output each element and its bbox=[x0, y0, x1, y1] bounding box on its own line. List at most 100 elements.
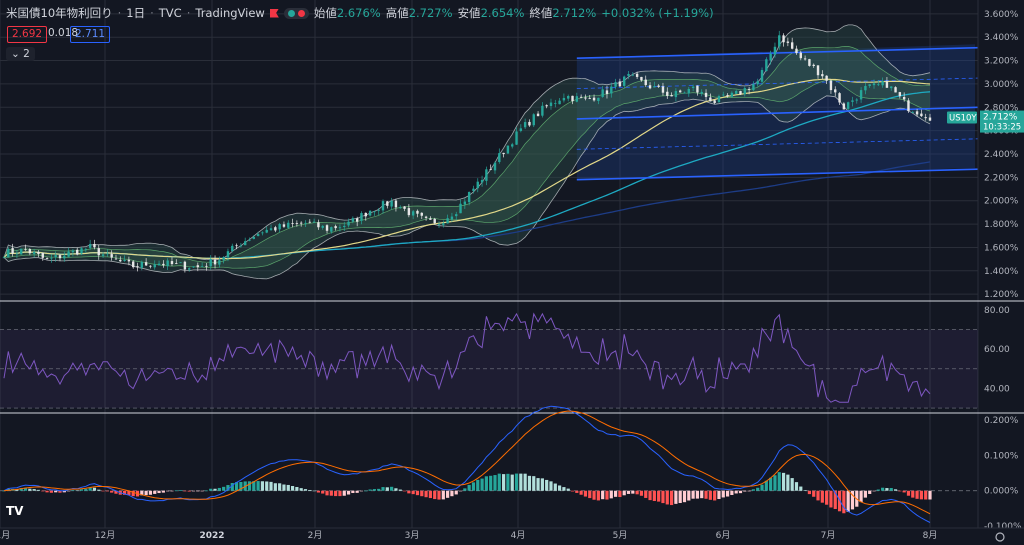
macd-bar bbox=[928, 490, 932, 500]
candle bbox=[2, 255, 6, 259]
candle bbox=[235, 243, 238, 250]
ask-price[interactable]: 2.711 bbox=[70, 26, 111, 43]
candle bbox=[536, 111, 540, 117]
candle bbox=[373, 211, 376, 216]
price-tick-label: 2.400% bbox=[984, 150, 1019, 160]
candle bbox=[24, 244, 27, 251]
macd-bar bbox=[209, 488, 213, 491]
candle bbox=[838, 92, 841, 105]
macd-bar bbox=[446, 490, 450, 498]
macd-bar bbox=[295, 487, 299, 491]
price-tag-countdown: 10:33:25 bbox=[983, 123, 1021, 133]
macd-bar bbox=[390, 486, 394, 491]
candle bbox=[58, 253, 62, 262]
macd-bar bbox=[588, 490, 592, 499]
candle bbox=[902, 92, 906, 102]
macd-bar bbox=[433, 490, 437, 500]
macd-bar bbox=[562, 487, 566, 491]
platform-label: TradingView bbox=[195, 6, 265, 20]
candle bbox=[709, 93, 712, 102]
candle bbox=[657, 84, 660, 88]
price-grid bbox=[0, 0, 978, 528]
candle bbox=[752, 81, 755, 91]
rsi-tick-label: 80.00 bbox=[984, 306, 1010, 316]
macd-bar bbox=[678, 490, 682, 504]
candle bbox=[855, 98, 858, 104]
macd-bar bbox=[97, 489, 101, 491]
macd-bar bbox=[273, 483, 277, 491]
macd-bar bbox=[583, 490, 588, 497]
macd-bar bbox=[902, 490, 906, 493]
candle bbox=[76, 247, 79, 256]
time-tick-label: 8月 bbox=[923, 530, 938, 541]
macd-bar bbox=[110, 490, 114, 493]
macd-bar bbox=[217, 487, 221, 491]
macd-bar bbox=[803, 490, 807, 491]
ohlc-high: 高値2.727% bbox=[385, 6, 453, 20]
macd-bar bbox=[308, 489, 312, 491]
candle bbox=[635, 71, 639, 79]
interval-label[interactable]: 1日 bbox=[126, 6, 146, 20]
candle bbox=[601, 86, 604, 98]
macd-bar bbox=[411, 490, 415, 495]
macd-bar bbox=[734, 490, 738, 494]
candle bbox=[140, 260, 144, 271]
candles bbox=[2, 30, 932, 273]
candle bbox=[885, 76, 889, 88]
candle bbox=[179, 262, 182, 264]
candle bbox=[334, 224, 337, 231]
candle bbox=[110, 250, 113, 261]
macd-bar bbox=[618, 490, 622, 498]
macd-tick-label: 0.100% bbox=[984, 451, 1019, 461]
candle bbox=[575, 92, 579, 103]
macd-bar bbox=[41, 490, 45, 492]
price-tick-label: 1.200% bbox=[984, 290, 1019, 300]
candle bbox=[287, 220, 290, 229]
candle bbox=[7, 247, 10, 258]
candle bbox=[558, 97, 561, 105]
macd-bar bbox=[428, 490, 432, 499]
macd-bar bbox=[45, 490, 49, 493]
gear-icon[interactable] bbox=[995, 532, 1005, 542]
candle bbox=[467, 191, 471, 206]
candle bbox=[528, 119, 531, 127]
candle bbox=[183, 260, 187, 273]
candle bbox=[442, 220, 445, 228]
candle bbox=[614, 78, 617, 90]
rsi-line bbox=[3, 312, 931, 403]
macd-bar bbox=[187, 490, 191, 492]
candle bbox=[37, 250, 40, 258]
macd-bar bbox=[480, 478, 484, 491]
status-toggle[interactable] bbox=[283, 7, 309, 19]
candle bbox=[769, 50, 772, 65]
macd-bar bbox=[639, 490, 644, 496]
macd-bar bbox=[570, 490, 575, 492]
price-tick-label: 2.200% bbox=[984, 173, 1019, 183]
symbol-title[interactable]: 米国債10年物利回り bbox=[6, 6, 113, 20]
candle bbox=[386, 200, 389, 209]
flag-icon[interactable] bbox=[269, 8, 279, 18]
macd-bar bbox=[825, 490, 829, 505]
macd-bar bbox=[437, 490, 441, 500]
candle bbox=[248, 237, 251, 242]
time-tick-label: 6月 bbox=[716, 530, 731, 541]
candle bbox=[480, 175, 484, 187]
macd-bar bbox=[497, 473, 501, 491]
candle bbox=[243, 237, 247, 246]
candle bbox=[868, 84, 871, 88]
indicator-collapse-button[interactable]: ⌄ 2 bbox=[6, 47, 35, 61]
macd-bar bbox=[911, 490, 915, 498]
candle bbox=[162, 260, 165, 268]
candle bbox=[756, 78, 759, 87]
candle bbox=[455, 211, 458, 221]
macd-bar bbox=[794, 482, 799, 491]
macd-bar bbox=[325, 490, 329, 496]
candle bbox=[355, 216, 359, 227]
chart-header: 米国債10年物利回り · 1日 · TVC · TradingView 始値2.… bbox=[6, 6, 714, 20]
candle bbox=[274, 225, 277, 233]
candle bbox=[136, 262, 139, 272]
bid-price[interactable]: 2.692 bbox=[7, 26, 48, 43]
candle bbox=[153, 260, 156, 270]
macd-bar bbox=[463, 488, 467, 491]
